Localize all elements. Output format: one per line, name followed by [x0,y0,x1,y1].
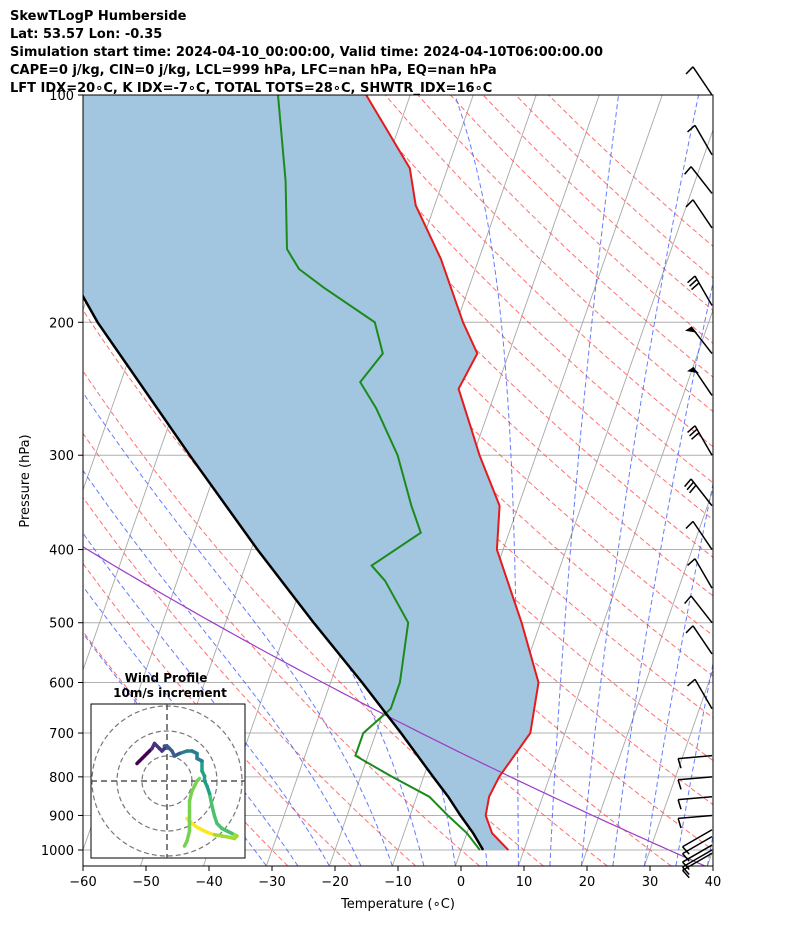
wind-barb [685,520,713,550]
x-tick-label: −20 [321,875,348,890]
wind-barb [687,425,713,456]
y-tick-label: 1000 [41,844,74,859]
wind-barb [687,124,713,156]
isotherm [643,668,713,866]
location-line: Lat: 53.57 Lon: -0.35 [10,27,163,42]
wind-barb [687,678,713,710]
hodograph-title: Wind Profile [125,671,208,685]
x-tick-label: −40 [195,875,222,890]
wind-barb [677,795,713,810]
moist-adiabat [549,95,619,866]
dry-adiabat [221,95,713,597]
y-tick-label: 500 [49,617,74,632]
wind-barb [677,814,713,829]
y-tick-label: 100 [49,89,74,104]
moist-adiabat [643,481,713,866]
isotherm [83,95,96,132]
wind-barb [686,366,713,396]
hodograph-plot [91,704,245,858]
wind-barb [677,754,713,769]
x-tick-label: −30 [258,875,285,890]
x-tick-label: 40 [705,875,722,890]
dry-adiabat [286,95,713,521]
wind-barb [685,199,713,229]
wind-barb [681,829,713,855]
chart-header: SkewTLogP Humberside Lat: 53.57 Lon: -0.… [10,8,603,98]
wind-barb [681,849,713,875]
temperature-line [365,95,540,851]
moist-adiabat [675,661,713,866]
dry-adiabat [515,95,713,279]
dry-adiabat [384,95,713,413]
dry-adiabat [83,562,353,866]
wind-barb [687,558,713,589]
wind-barb [681,835,713,862]
wind-barb [684,595,713,624]
x-tick-label: 30 [642,875,659,890]
moist-adiabat [83,391,393,866]
chart-title: SkewTLogP Humberside [10,9,187,24]
parcel-line [83,293,485,851]
dewpoint-line [277,95,481,851]
barb-flag [685,326,698,333]
dry-adiabat [482,95,713,312]
wind-barb [685,625,713,655]
cape-cin-shading [83,95,539,850]
dry-adiabat [83,432,480,866]
wind-barb [687,275,713,306]
moist-adiabat [83,469,362,866]
wind-barb [685,326,713,354]
wind-barb [684,478,713,507]
hodograph-segment [207,791,214,808]
x-tick-label: 10 [516,875,533,890]
dry-adiabat [254,95,713,558]
x-tick-label: −10 [384,875,411,890]
x-axis-label: Temperature (∘C) [340,897,455,912]
moist-adiabat [612,280,713,866]
y-tick-label: 700 [49,727,74,742]
y-tick-label: 300 [49,449,74,464]
dry-adiabat [548,95,713,247]
hodograph-subtitle: 10m/s increment [113,686,227,700]
hodograph-segment [135,759,142,766]
y-tick-label: 900 [49,809,74,824]
y-axis-label: Pressure (hPa) [18,434,33,527]
wind-barb [677,776,713,790]
barb-flag [686,367,699,374]
y-tick-label: 400 [49,544,74,559]
y-tick-label: 800 [49,771,74,786]
wind-barb [685,66,713,96]
moist-adiabat [454,95,519,866]
x-tick-label: −50 [132,875,159,890]
index-line: LFT IDX=20∘C, K IDX=-7∘C, TOTAL TOTS=28∘… [10,81,493,96]
moist-adiabat [83,585,299,866]
moist-adiabat [83,532,330,866]
wind-barb [684,166,713,194]
isotherm [580,488,713,866]
x-tick-label: −60 [69,875,96,890]
time-line: Simulation start time: 2024-04-10_00:00:… [10,45,603,60]
x-tick-label: 20 [579,875,596,890]
moist-adiabat [706,833,713,866]
y-tick-label: 200 [49,316,74,331]
x-tick-label: 0 [457,875,465,890]
cape-line: CAPE=0 j/kg, CIN=0 j/kg, LCL=999 hPa, LF… [10,63,497,78]
y-tick-label: 600 [49,677,74,692]
isotherm [770,95,794,866]
isotherm [517,308,713,866]
isotherm [706,848,713,866]
reference-line [83,546,706,866]
hodograph-surface-segment [195,776,202,783]
